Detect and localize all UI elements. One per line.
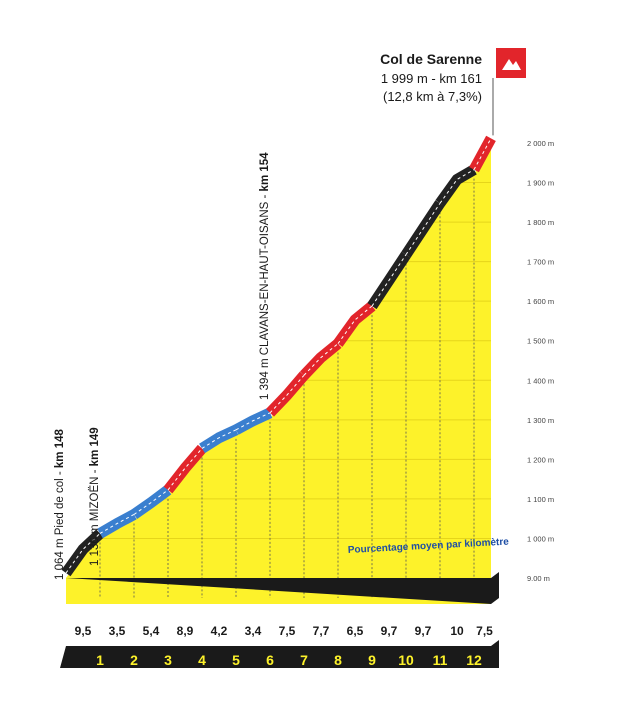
y-tick-label: 2 000 m (527, 139, 554, 148)
gradient-label: 5,4 (143, 624, 160, 638)
annotation-km: km 148 (54, 429, 66, 469)
summit-distance: (12,8 km à 7,3%) (383, 89, 482, 104)
profile-segment-dash (439, 169, 475, 204)
gradient-label: 10 (450, 624, 464, 638)
profile-segment-dash (65, 533, 101, 574)
km-label: 5 (232, 652, 240, 668)
profile-segment-dash (167, 448, 203, 491)
gradient-label: 9,7 (381, 624, 398, 638)
annotation-text: 1 136 m MIZOËN - (89, 466, 101, 566)
profile-segment-dash (269, 374, 305, 414)
annotation-text: 1 394 m CLAVANS-EN-HAUT-OISANS - (259, 191, 271, 400)
summit-name: Col de Sarenne (380, 51, 482, 67)
gradient-label: 3,5 (109, 624, 126, 638)
profile-segment-dash (303, 343, 339, 376)
y-tick-label: 9.00 m (527, 574, 550, 583)
km-label: 8 (334, 652, 342, 668)
y-tick-label: 1 100 m (527, 495, 554, 504)
km-label: 3 (164, 652, 172, 668)
y-tick-label: 1 800 m (527, 218, 554, 227)
km-label: 7 (300, 652, 308, 668)
y-tick-label: 1 000 m (527, 534, 554, 543)
y-tick-label: 1 600 m (527, 297, 554, 306)
gradient-label: 6,5 (347, 624, 364, 638)
mountain-icon (502, 59, 521, 70)
profile-segment-dash (235, 412, 271, 431)
profile-segment-dash (337, 305, 373, 344)
km-label: 10 (398, 652, 414, 668)
annotation-km: km 149 (89, 427, 101, 466)
summit-info: 1 999 m - km 161 (381, 71, 482, 86)
km-band (60, 640, 499, 668)
km-label: 9 (368, 652, 376, 668)
gradient-label: 7,5 (476, 624, 493, 638)
annotation-pied: 1 064 m Pied de col - km 148 (54, 429, 66, 580)
annotation-clavans: 1 394 m CLAVANS-EN-HAUT-OISANS - km 154 (259, 152, 271, 400)
y-tick-label: 1 200 m (527, 455, 554, 464)
gradient-label: 8,9 (177, 624, 194, 638)
y-tick-label: 1 500 m (527, 337, 554, 346)
gradient-label: 7,5 (279, 624, 296, 638)
gradient-label: 9,7 (415, 624, 432, 638)
gradient-label: 9,5 (75, 624, 92, 638)
km-label: 11 (433, 652, 448, 668)
annotation-text: 1 064 m Pied de col - (54, 468, 66, 580)
annotation-km: km 154 (259, 152, 271, 192)
km-label: 12 (466, 652, 482, 668)
profile-segment-dash (371, 254, 407, 307)
km-label: 2 (130, 652, 138, 668)
gradient-label: 4,2 (211, 624, 228, 638)
km-label: 1 (96, 652, 104, 668)
gradient-label: 3,4 (245, 624, 262, 638)
gradient-label: 7,7 (313, 624, 330, 638)
profile-segment (469, 135, 496, 173)
km-label: 6 (266, 652, 274, 668)
top-band (66, 572, 499, 604)
profile-segment-dash (99, 514, 135, 534)
annotation-mizoen: 1 136 m MIZOËN - km 149 (89, 427, 101, 566)
y-tick-label: 1 300 m (527, 416, 554, 425)
profile-segment-dash (405, 202, 441, 255)
y-tick-label: 1 900 m (527, 179, 554, 188)
y-tick-label: 1 700 m (527, 258, 554, 267)
km-label: 4 (198, 652, 206, 668)
profile-segment-dash (201, 429, 237, 449)
profile-segment-dash (133, 489, 169, 515)
profile-area (66, 143, 491, 605)
y-tick-label: 1 400 m (527, 376, 554, 385)
